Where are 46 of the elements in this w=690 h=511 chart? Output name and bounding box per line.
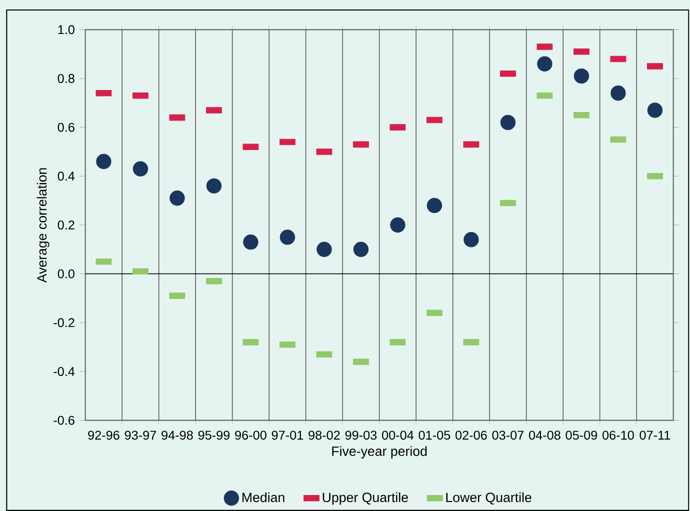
y-tick-label: 0.8 <box>58 74 74 83</box>
y-tick-label: 0.6 <box>58 122 74 132</box>
point <box>464 232 479 248</box>
x-tick-label: 94-98 <box>162 430 193 440</box>
y-tick-label: -0.4 <box>54 367 75 376</box>
x-tick-label: 03-07 <box>492 430 524 440</box>
x-tick-label: 93-97 <box>124 430 156 440</box>
point <box>353 242 369 258</box>
point <box>390 217 406 233</box>
x-tick-label: 05-09 <box>566 430 598 440</box>
y-axis-title: Average correlation <box>36 168 50 283</box>
x-tick-label: 96-00 <box>235 430 266 440</box>
x-tick-label: 95-99 <box>198 430 230 440</box>
point <box>537 56 552 72</box>
x-tick-label: 01-05 <box>418 430 450 440</box>
y-tick-label: 0.4 <box>58 172 75 181</box>
y-tick-label: -0.6 <box>54 416 74 425</box>
point <box>132 161 148 176</box>
x-tick-label: 04-08 <box>529 430 560 440</box>
point <box>96 154 112 170</box>
point <box>574 68 590 84</box>
point <box>170 190 185 206</box>
x-tick-label: 98-02 <box>308 430 340 440</box>
point <box>500 114 516 130</box>
point <box>316 242 332 258</box>
point <box>426 198 442 214</box>
legend-label: Upper Quartile <box>322 492 408 505</box>
y-tick-label: 1.0 <box>58 25 74 34</box>
x-axis-title: Five-year period <box>332 446 427 459</box>
y-tick-label: 0.2 <box>58 220 74 230</box>
point <box>243 234 258 250</box>
point <box>610 86 626 101</box>
legend-label: Lower Quartile <box>446 492 532 505</box>
x-tick-label: 00-04 <box>382 430 414 440</box>
y-tick-label: -0.2 <box>54 318 74 328</box>
x-tick-label: 92-96 <box>88 430 120 440</box>
x-tick-label: 02-06 <box>456 430 487 440</box>
x-tick-label: 06-10 <box>602 430 634 440</box>
point <box>280 230 296 245</box>
x-tick-label: 97-01 <box>272 430 304 440</box>
point <box>206 178 222 194</box>
legend-label: Median <box>242 492 284 502</box>
x-tick-label: 07-11 <box>640 430 670 440</box>
y-tick-label: 0.0 <box>58 269 74 278</box>
x-tick-label: 99-03 <box>345 430 377 440</box>
point <box>647 102 663 118</box>
